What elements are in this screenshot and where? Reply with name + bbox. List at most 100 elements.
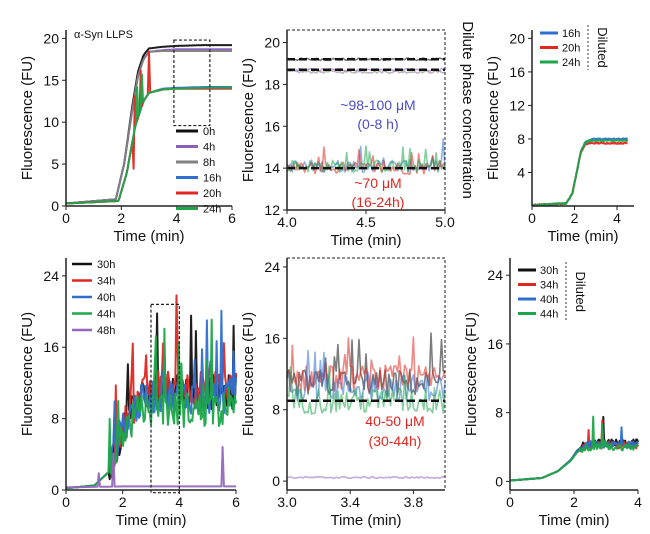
x-axis-label: Time (min) bbox=[115, 512, 186, 529]
y-tick-label: 4 bbox=[517, 164, 525, 180]
y-tick-label: 14 bbox=[264, 160, 280, 176]
y-tick-label: 24 bbox=[264, 259, 280, 275]
series-line-24h bbox=[531, 139, 629, 207]
legend-label: 40h bbox=[540, 294, 558, 306]
x-axis-label: Time (min) bbox=[538, 512, 609, 529]
x-tick-label: 5.0 bbox=[435, 214, 455, 230]
x-tick-label: 3.0 bbox=[277, 494, 297, 510]
series-line-16h bbox=[531, 137, 629, 207]
x-axis-label: Time (min) bbox=[330, 512, 401, 529]
series-line-44h bbox=[509, 415, 639, 482]
chart-panel-e: 3.0 3.4 3.8 0 8 16 24 Time (min) Fluorescence (F… bbox=[240, 257, 446, 529]
y-axis-label: Fluorescence (FU) bbox=[19, 312, 36, 436]
y-tick-label: 8 bbox=[517, 131, 525, 147]
y-axis-label: Fluorescence (FU) bbox=[240, 58, 257, 182]
legend-label: 44h bbox=[540, 309, 558, 321]
series-line-24h bbox=[65, 73, 232, 205]
zoom-region-box bbox=[150, 303, 180, 494]
y-tick-label: 0 bbox=[51, 198, 59, 214]
chart-panel-a: 0 2 4 6 0 5 10 15 20 Time (min) Fluorescence (FU) α… bbox=[19, 29, 236, 245]
x-tick-label: 4 bbox=[613, 210, 621, 226]
x-tick-label: 4 bbox=[634, 494, 642, 510]
x-tick-label: 0 bbox=[62, 494, 70, 510]
legend-label: 44h bbox=[97, 309, 115, 321]
legend-label: 0h bbox=[203, 126, 215, 138]
y-tick-label: 20 bbox=[43, 30, 59, 46]
y-tick-label: 16 bbox=[264, 118, 280, 134]
y-tick-label: 16 bbox=[487, 336, 503, 352]
annotation-label: ~70 μM bbox=[354, 175, 401, 191]
y-tick-label: 18 bbox=[264, 76, 280, 92]
chart-panel-c: 0 2 4 4 8 12 16 20 Time (min) Fluorescence (FU) 16… bbox=[485, 25, 634, 245]
legend-label: 24h bbox=[562, 57, 580, 69]
annotation-label: (16-24h) bbox=[352, 194, 405, 210]
y-tick-label: 12 bbox=[509, 97, 525, 113]
series-line-trace-2 bbox=[286, 349, 446, 402]
right-axis-label: Dilute phase concentration bbox=[459, 21, 476, 199]
legend-label: 8h bbox=[203, 157, 215, 169]
legend-label: 30h bbox=[97, 259, 115, 271]
series-line-trace-3 bbox=[286, 365, 446, 415]
x-tick-label: 3.4 bbox=[340, 494, 360, 510]
y-tick-label: 16 bbox=[43, 339, 59, 355]
x-tick-label: 2 bbox=[117, 210, 125, 226]
x-tick-label: 0 bbox=[506, 494, 514, 510]
legend-label: 4h bbox=[203, 142, 215, 154]
y-tick-label: 8 bbox=[51, 411, 59, 427]
legend-label: 48h bbox=[97, 325, 115, 337]
series-line-trace-4 bbox=[286, 475, 445, 480]
x-tick-label: 6 bbox=[232, 494, 240, 510]
x-tick-label: 2 bbox=[571, 210, 579, 226]
y-axis-label: Fluorescence (FU) bbox=[485, 56, 502, 180]
y-tick-label: 20 bbox=[264, 35, 280, 51]
y-tick-label: 24 bbox=[43, 268, 59, 284]
annotation-label: 40-50 μM bbox=[365, 413, 424, 429]
chart-title: α-Syn LLPS bbox=[74, 29, 133, 41]
x-tick-label: 4 bbox=[173, 210, 181, 226]
x-tick-label: 3.8 bbox=[404, 494, 424, 510]
y-axis-label: Fluorescence (FU) bbox=[240, 312, 257, 436]
x-tick-label: 2 bbox=[570, 494, 578, 510]
y-tick-label: 0 bbox=[272, 473, 280, 489]
annotation-label: ~98-100 μM bbox=[340, 97, 415, 113]
x-tick-label: 0 bbox=[62, 210, 70, 226]
x-axis-label: Time (min) bbox=[547, 228, 618, 245]
legend-label: 40h bbox=[97, 292, 115, 304]
x-axis-label: Time (min) bbox=[330, 232, 401, 249]
x-tick-label: 4.0 bbox=[277, 214, 297, 230]
chart-panel-b: 4.0 4.5 5.0 12 14 16 18 20 Time (min) Fluorescenc… bbox=[240, 21, 476, 249]
legend-title: Diluted bbox=[573, 272, 588, 312]
y-tick-label: 12 bbox=[264, 202, 280, 218]
legend-label: 24h bbox=[203, 204, 221, 216]
y-tick-label: 24 bbox=[487, 267, 503, 283]
legend-label: 20h bbox=[203, 188, 221, 200]
annotation-label: (0-8 h) bbox=[357, 116, 398, 132]
y-tick-label: 16 bbox=[509, 64, 525, 80]
series-line-trace-4 bbox=[286, 146, 446, 176]
series-line-40h bbox=[509, 426, 639, 482]
x-tick-label: 0 bbox=[528, 210, 536, 226]
x-tick-label: 4 bbox=[175, 494, 183, 510]
x-tick-label: 2 bbox=[119, 494, 127, 510]
legend-label: 16h bbox=[203, 173, 221, 185]
x-tick-label: 6 bbox=[228, 210, 236, 226]
annotation-label: (30-44h) bbox=[369, 433, 422, 449]
y-tick-label: 10 bbox=[43, 114, 59, 130]
y-tick-label: 0 bbox=[51, 482, 59, 498]
y-tick-label: 8 bbox=[272, 402, 280, 418]
zoom-region-box bbox=[173, 39, 211, 127]
legend-title: Diluted bbox=[595, 27, 610, 67]
y-tick-label: 16 bbox=[264, 330, 280, 346]
y-tick-label: 5 bbox=[51, 156, 59, 172]
y-axis-label: Fluorescence (FU) bbox=[19, 56, 36, 180]
legend-label: 16h bbox=[562, 28, 580, 40]
legend-label: 34h bbox=[540, 280, 558, 292]
legend-label: 30h bbox=[540, 265, 558, 277]
y-tick-label: 0 bbox=[495, 473, 503, 489]
y-tick-label: 20 bbox=[509, 30, 525, 46]
x-tick-label: 4.5 bbox=[356, 214, 376, 230]
x-axis-label: Time (min) bbox=[113, 228, 184, 245]
